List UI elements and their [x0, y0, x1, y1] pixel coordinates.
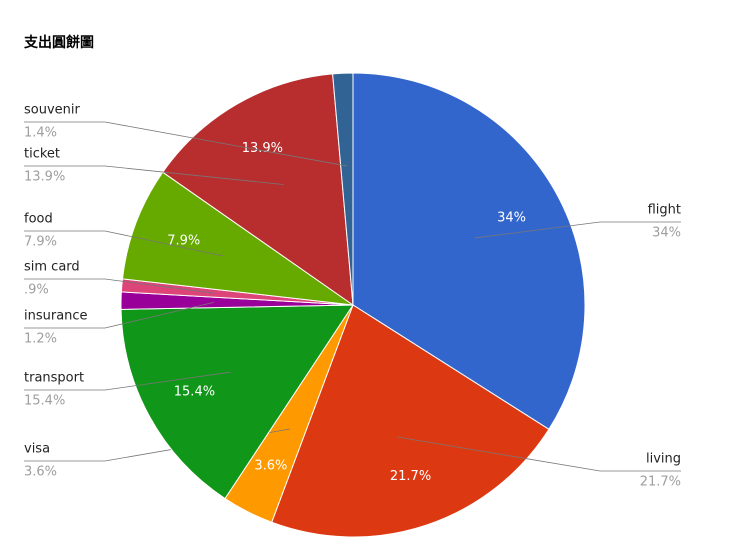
leader-line [24, 371, 232, 391]
legend-value: 15.4% [24, 394, 65, 409]
slice-label: 13.9% [242, 141, 283, 156]
legend-name: souvenir [24, 103, 81, 118]
leader-line [24, 121, 347, 167]
legend-name: living [646, 452, 681, 467]
leader-line [474, 221, 681, 239]
slice-label: 21.7% [390, 469, 431, 484]
legend-value: 7.9% [24, 235, 57, 250]
legend-value: .9% [24, 283, 49, 298]
pie-slice [121, 171, 354, 306]
legend-value: 1.4% [24, 126, 57, 141]
leader-line [24, 230, 223, 257]
leader-line [24, 165, 284, 185]
legend-value: 3.6% [24, 465, 57, 480]
legend-value: 34% [652, 226, 681, 241]
legend-value: 13.9% [24, 170, 65, 185]
legend-name: visa [24, 442, 50, 457]
slice-label: 3.6% [254, 459, 287, 474]
slice-label: 34% [497, 210, 526, 225]
chart-title: 支出圓餅圖 [23, 34, 94, 51]
legend-name: sim card [24, 260, 80, 275]
pie-slice [271, 304, 550, 538]
pie-slice [120, 304, 354, 500]
pie-slice [332, 72, 354, 306]
legend-name: ticket [24, 147, 60, 162]
pie-slice [352, 72, 586, 431]
legend-name: flight [648, 203, 681, 218]
legend-name: transport [24, 371, 84, 386]
leader-line [24, 278, 215, 294]
pie-slice [162, 73, 354, 307]
slice-label: 7.9% [167, 234, 200, 249]
legend-value: 21.7% [640, 475, 681, 490]
legend-value: 1.2% [24, 332, 57, 347]
leader-line [24, 301, 214, 329]
legend-name: food [24, 212, 53, 227]
leader-line [397, 436, 681, 472]
slice-label: 15.4% [174, 385, 215, 400]
legend-name: insurance [24, 309, 88, 324]
